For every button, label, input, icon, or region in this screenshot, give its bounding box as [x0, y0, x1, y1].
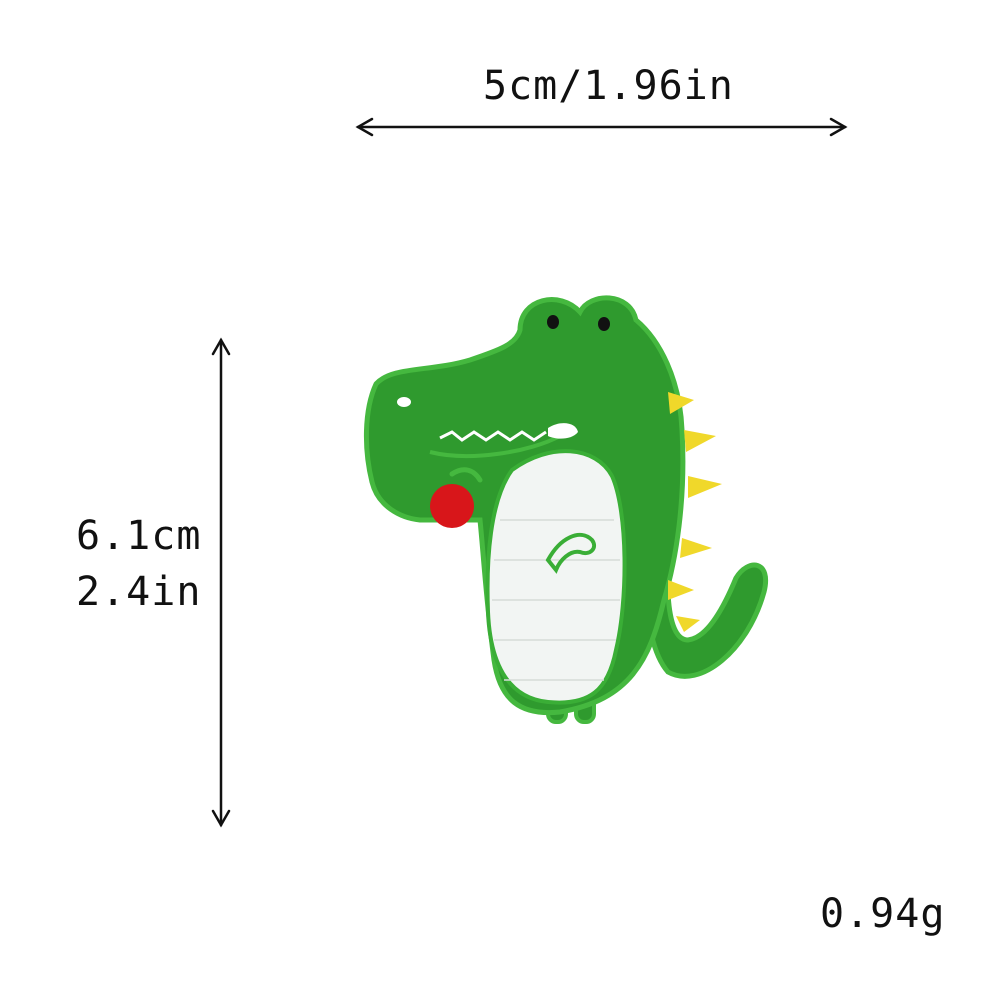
- height-in-label: 2.4in: [76, 569, 202, 615]
- crocodile-spikes: [668, 392, 722, 632]
- crocodile-mouth-line: [429, 434, 561, 458]
- crocodile-nostril: [397, 397, 411, 407]
- weight-label: 0.94g: [820, 891, 946, 937]
- crocodile-teeth: [439, 430, 547, 442]
- crocodile-eyes: [547, 315, 610, 331]
- width-arrow: [355, 117, 848, 137]
- width-dimension-label: 5cm/1.96in: [483, 63, 734, 109]
- belly-stitch-lines: [492, 519, 620, 681]
- height-cm-label: 6.1cm: [76, 513, 202, 559]
- red-apple: [430, 467, 483, 528]
- crocodile-tongue: [548, 423, 578, 439]
- height-arrow: [211, 337, 231, 828]
- crocodile-belly: [485, 449, 627, 705]
- crocodile-arm: [545, 532, 597, 574]
